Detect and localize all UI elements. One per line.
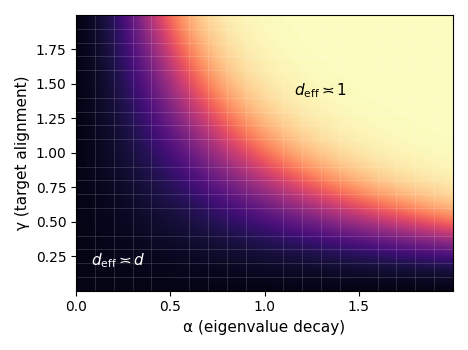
Text: $d_{\mathrm{eff}} \asymp 1$: $d_{\mathrm{eff}} \asymp 1$: [294, 82, 348, 100]
Y-axis label: γ (target alignment): γ (target alignment): [15, 76, 30, 230]
X-axis label: α (eigenvalue decay): α (eigenvalue decay): [183, 320, 345, 335]
Text: $d_{\mathrm{eff}} \asymp d$: $d_{\mathrm{eff}} \asymp d$: [91, 251, 146, 270]
